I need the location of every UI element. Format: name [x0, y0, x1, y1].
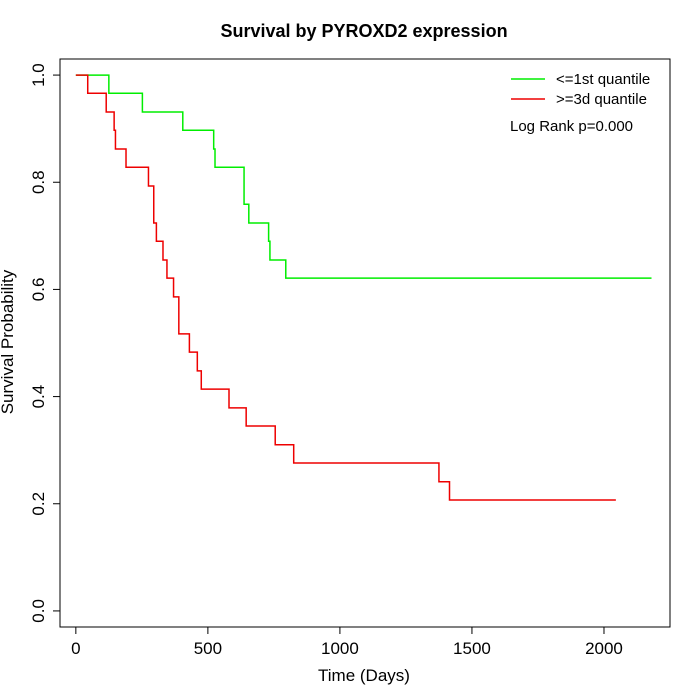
- y-axis: 0.0 0.2 0.4 0.6 0.8 1.0: [29, 63, 61, 623]
- x-tick-label: 0: [71, 639, 80, 658]
- x-axis: 0 500 1000 1500 2000: [71, 626, 623, 658]
- x-tick-label: 1000: [321, 639, 359, 658]
- series-line-low-quantile: [75, 74, 652, 279]
- y-tick-label: 0.4: [29, 385, 48, 409]
- plot-frame: [59, 58, 671, 628]
- y-tick-label: 0.6: [29, 278, 48, 302]
- y-tick-label: 1.0: [29, 63, 48, 87]
- x-tick-label: 500: [194, 639, 222, 658]
- chart-title: Survival by PYROXD2 expression: [220, 21, 507, 41]
- legend-label-high: >=3d quantile: [556, 91, 647, 108]
- y-tick-label: 0.8: [29, 170, 48, 194]
- legend-label-low: <=1st quantile: [556, 71, 650, 88]
- legend: <=1st quantile >=3d quantile: [511, 71, 650, 108]
- series-line-high-quantile: [75, 74, 616, 501]
- logrank-annotation: Log Rank p=0.000: [510, 118, 633, 135]
- y-tick-label: 0.2: [29, 492, 48, 516]
- x-tick-label: 2000: [585, 639, 623, 658]
- series-group: [75, 74, 652, 501]
- x-axis-label: Time (Days): [318, 666, 410, 685]
- x-tick-label: 1500: [453, 639, 491, 658]
- y-tick-label: 0.0: [29, 599, 48, 623]
- y-axis-label: Survival Probability: [0, 269, 17, 414]
